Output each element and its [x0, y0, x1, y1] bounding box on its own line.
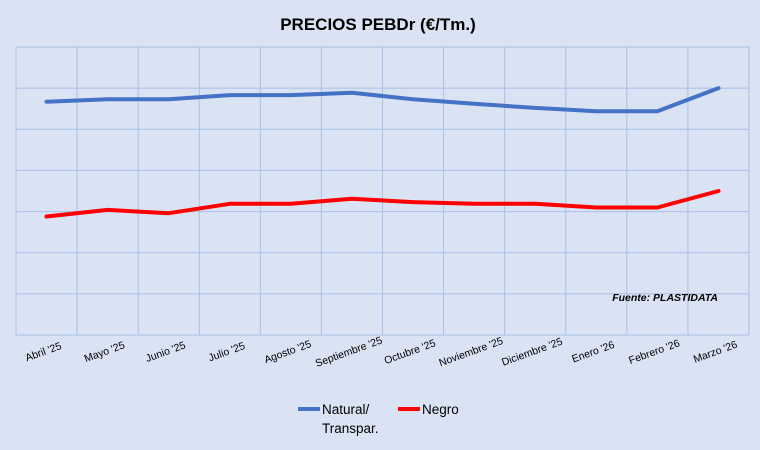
legend-label-negro: Negro: [422, 402, 459, 417]
gridlines: [15, 46, 750, 336]
series-line-natural-transpar: [44, 86, 721, 114]
series-line-negro: [44, 189, 721, 219]
legend-label-natural-transpar: Natural/Transpar.: [322, 402, 379, 436]
source-annotation: Fuente: PLASTIDATA: [612, 292, 718, 304]
series-lines: [44, 86, 721, 219]
legend: Natural/Transpar. Negro: [298, 402, 459, 436]
chart-title: PRECIOS PEBDr (€/Tm.): [280, 15, 476, 34]
